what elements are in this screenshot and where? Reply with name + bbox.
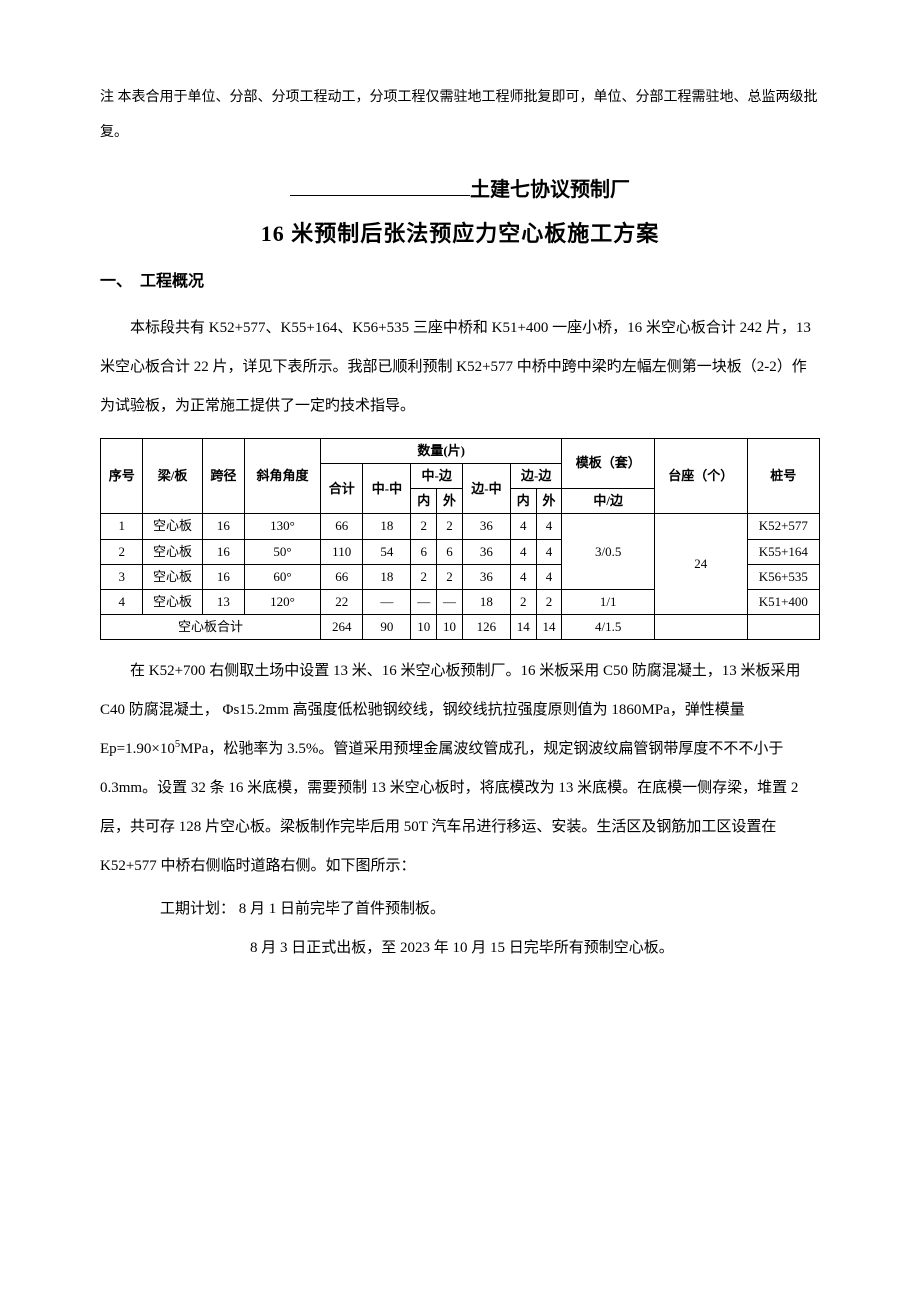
schedule-line-1: 工期计划： 8 月 1 日前完毕了首件预制板。 xyxy=(160,890,820,929)
para2-part-b: MPa，松驰率为 3.5%。管道采用预埋金属波纹管成孔，规定钢波纹扁管钢带厚度不… xyxy=(100,741,798,874)
subtitle-text: 土建七协议预制厂 xyxy=(470,179,630,201)
paragraph-2: 在 K52+700 右侧取土场中设置 13 米、16 米空心板预制厂。16 米板… xyxy=(100,652,820,886)
table-header-row-1: 序号 梁/板 跨径 斜角角度 数量(片) 模板（套） 台座（个） 桩号 xyxy=(101,438,820,463)
col-beam: 梁/板 xyxy=(143,438,202,514)
table-sum-row: 空心板合计 264 90 10 10 126 14 14 4/1.5 xyxy=(101,615,820,640)
schedule-line-2: 8 月 3 日正式出板，至 2023 年 10 月 15 日完毕所有预制空心板。 xyxy=(250,929,820,968)
col-angle: 斜角角度 xyxy=(245,438,321,514)
col-ms-outer: 外 xyxy=(437,489,463,514)
col-mold-sub: 中/边 xyxy=(562,489,655,514)
data-table: 序号 梁/板 跨径 斜角角度 数量(片) 模板（套） 台座（个） 桩号 合计 中… xyxy=(100,438,820,641)
col-ms: 中-边 xyxy=(411,463,462,488)
col-qty-group: 数量(片) xyxy=(320,438,561,463)
col-total: 合计 xyxy=(320,463,362,513)
col-ss: 边-边 xyxy=(510,463,561,488)
blank-underline xyxy=(290,195,470,196)
subtitle: 土建七协议预制厂 xyxy=(100,174,820,206)
col-pedestal: 台座（个） xyxy=(655,438,748,514)
col-pile: 桩号 xyxy=(747,438,819,514)
col-mm: 中-中 xyxy=(363,463,411,513)
paragraph-1: 本标段共有 K52+577、K55+164、K56+535 三座中桥和 K51+… xyxy=(100,309,820,426)
table-row: 1 空心板 16 130° 66 18 2 2 36 4 4 3/0.5 24 … xyxy=(101,514,820,539)
col-seq: 序号 xyxy=(101,438,143,514)
col-sm: 边-中 xyxy=(462,463,510,513)
col-ss-outer: 外 xyxy=(536,489,562,514)
col-ms-inner: 内 xyxy=(411,489,437,514)
section-1-header: 一、 工程概况 xyxy=(100,269,820,295)
col-mold: 模板（套） xyxy=(562,438,655,488)
col-ss-inner: 内 xyxy=(510,489,536,514)
col-span: 跨径 xyxy=(202,438,244,514)
header-note: 注 本表合用于单位、分部、分项工程动工，分项工程仅需驻地工程师批复即可，单位、分… xyxy=(100,80,820,150)
main-title: 16 米预制后张法预应力空心板施工方案 xyxy=(100,216,820,251)
